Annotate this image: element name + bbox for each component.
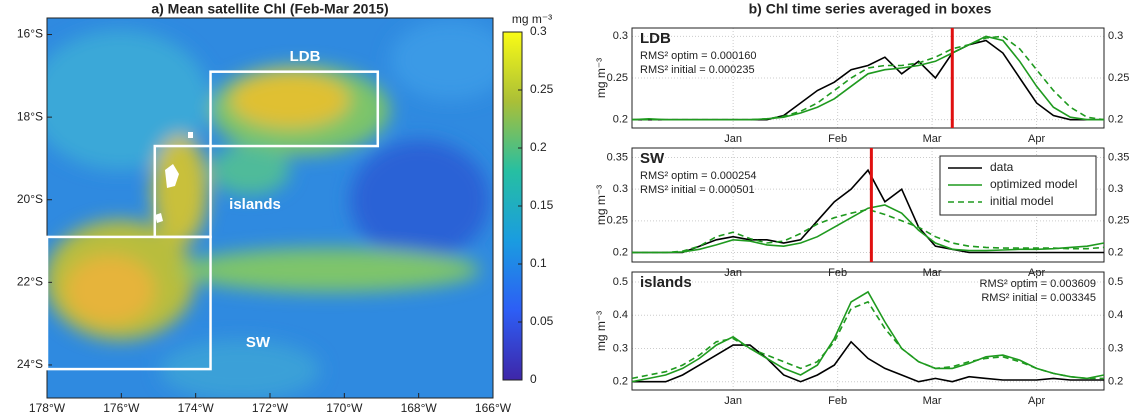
y-axis-label: mg m⁻³ [594,185,608,225]
plot-frame [631,147,1105,263]
y-tick-label: 0.35 [607,151,628,163]
y-tick-label-right: 0.2 [1108,114,1123,126]
y-tick-label-right: 0.2 [1108,376,1123,388]
panel-label: SW [640,150,665,167]
series-line [632,168,1104,254]
colorbar-tick-label: 0.05 [530,314,554,328]
x-tick-label: 166°W [475,401,512,415]
y-tick-label: 16°S [17,27,43,41]
series-title: b) Chl time series averaged in boxes [749,1,992,17]
series-line [631,300,1104,380]
region-box [45,235,212,371]
map-title: a) Mean satellite Chl (Feb-Mar 2015) [151,1,388,17]
region-label: SW [246,334,271,351]
plot-frame [631,27,1105,129]
y-tick-label: 0.3 [613,30,628,42]
annotation: RMS² optim = 0.000160 [640,50,756,62]
legend-label: optimized model [990,177,1077,191]
x-tick-label: Mar [923,395,942,407]
y-tick-label: 0.3 [613,342,628,354]
series-line [632,204,1105,254]
x-tick-label: Apr [1028,133,1045,145]
y-tick-label: 0.25 [607,215,628,227]
colorbar-tick-label: 0.1 [530,256,547,270]
x-tick-label: 168°W [401,401,438,415]
x-tick-label: 176°W [103,401,140,415]
y-tick-label: 0.5 [613,276,628,288]
region-label: LDB [290,48,321,65]
plot-frame [631,271,1105,391]
y-tick-label: 0.2 [613,246,628,258]
region-label: islands [229,196,281,213]
colorbar-tick-label: 0 [530,372,537,386]
panel-label: LDB [640,30,671,47]
y-tick-label-right: 0.25 [1108,215,1129,227]
y-axis-label: mg m⁻³ [594,311,608,351]
colorbar-tick-label: 0.15 [530,198,554,212]
y-tick-label: 20°S [17,192,43,206]
y-tick-label: 0.2 [613,376,628,388]
y-tick-label: 0.3 [613,183,628,195]
x-tick-label: 172°W [252,401,289,415]
x-tick-label: Mar [923,133,942,145]
y-axis-label: mg m⁻³ [594,58,608,98]
annotation: RMS² initial = 0.000501 [640,184,755,196]
y-tick-label: 0.4 [613,309,628,321]
y-tick-label-right: 0.25 [1108,72,1129,84]
annotation: RMS² initial = 0.000235 [640,64,755,76]
legend-label: initial model [990,194,1053,208]
x-tick-label: 178°W [29,401,66,415]
y-tick-label-right: 0.35 [1108,151,1129,163]
region-box [209,70,380,148]
series-line [632,340,1104,383]
chl-field [47,18,493,398]
legend-label: data [990,160,1014,174]
annotation: RMS² optim = 0.003609 [980,278,1096,290]
x-tick-label: Apr [1028,395,1045,407]
colorbar-tick-label: 0.3 [530,24,547,38]
series-line [632,35,1105,121]
y-tick-label-right: 0.3 [1108,183,1123,195]
x-tick-label: 174°W [178,401,215,415]
series-line [632,208,1105,254]
y-tick-label: 22°S [17,275,43,289]
y-tick-label-right: 0.5 [1108,276,1123,288]
y-tick-label-right: 0.3 [1108,30,1123,42]
y-tick-label: 0.25 [607,72,628,84]
annotation: RMS² initial = 0.003345 [981,292,1096,304]
x-tick-label: Feb [828,133,847,145]
x-tick-label: Feb [828,395,847,407]
y-tick-label-right: 0.3 [1108,342,1123,354]
colorbar-tick-label: 0.2 [530,140,547,154]
y-tick-label: 24°S [17,357,43,371]
x-tick-label: 170°W [326,401,363,415]
x-tick-label: Jan [724,395,742,407]
y-tick-label-right: 0.2 [1108,246,1123,258]
panel-label: islands [640,274,692,291]
y-tick-label-right: 0.4 [1108,309,1123,321]
annotation: RMS² optim = 0.000254 [640,170,756,182]
y-tick-label: 0.2 [613,114,628,126]
colorbar-label: mg m⁻³ [512,12,552,26]
colorbar-tick-label: 0.25 [530,82,554,96]
series-line [631,35,1104,121]
x-tick-label: Jan [724,133,742,145]
series-line [631,290,1105,383]
y-tick-label: 18°S [17,109,43,123]
